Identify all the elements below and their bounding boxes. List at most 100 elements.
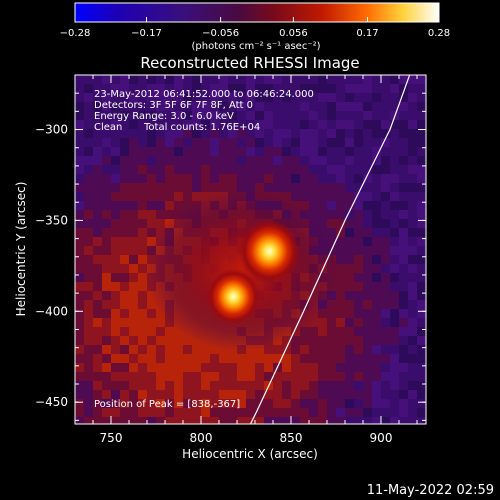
image-pixel [129, 192, 138, 201]
image-pixel [408, 300, 417, 309]
image-pixel [273, 138, 282, 147]
image-pixel [345, 120, 354, 129]
image-pixel [156, 318, 165, 327]
image-pixel [300, 75, 309, 84]
image-pixel [84, 399, 93, 408]
image-pixel [336, 417, 345, 424]
image-pixel [102, 147, 111, 156]
image-pixel [291, 183, 300, 192]
annotation-total-counts: Total counts: 1.76E+04 [143, 122, 260, 133]
image-pixel [219, 156, 228, 165]
image-pixel [120, 354, 129, 363]
image-pixel [246, 183, 255, 192]
image-pixel [327, 84, 336, 93]
image-pixel [129, 291, 138, 300]
image-pixel [102, 75, 111, 84]
image-pixel [93, 417, 102, 424]
image-pixel [102, 138, 111, 147]
image-pixel [309, 156, 318, 165]
image-pixel [183, 120, 192, 129]
image-pixel [318, 327, 327, 336]
image-pixel [129, 129, 138, 138]
image-pixel [408, 309, 417, 318]
image-pixel [129, 219, 138, 228]
image-pixel [120, 165, 129, 174]
image-pixel [309, 345, 318, 354]
image-pixel [174, 417, 183, 424]
image-pixel [120, 318, 129, 327]
image-pixel [336, 327, 345, 336]
image-pixel [93, 381, 102, 390]
image-pixel [246, 363, 255, 372]
image-pixel [264, 111, 273, 120]
image-pixel [408, 372, 417, 381]
image-pixel [165, 129, 174, 138]
image-pixel [75, 138, 84, 147]
image-pixel [129, 111, 138, 120]
x-axis-label: Heliocentric X (arcsec) [182, 447, 318, 461]
image-pixel [192, 129, 201, 138]
image-pixel [300, 174, 309, 183]
image-pixel [372, 327, 381, 336]
image-pixel [147, 345, 156, 354]
image-pixel [174, 156, 183, 165]
image-pixel [102, 282, 111, 291]
image-pixel [237, 147, 246, 156]
image-pixel [138, 75, 147, 84]
image-pixel [210, 84, 219, 93]
image-pixel [300, 372, 309, 381]
image-pixel [363, 273, 372, 282]
image-pixel [156, 354, 165, 363]
image-pixel [381, 129, 390, 138]
image-pixel [111, 264, 120, 273]
image-pixel [93, 345, 102, 354]
image-pixel [300, 363, 309, 372]
image-pixel [210, 174, 219, 183]
image-pixel [363, 219, 372, 228]
image-pixel [381, 336, 390, 345]
image-pixel [345, 93, 354, 102]
image-pixel [318, 156, 327, 165]
image-pixel [318, 363, 327, 372]
image-pixel [273, 120, 282, 129]
image-pixel [336, 300, 345, 309]
image-pixel [390, 138, 399, 147]
image-pixel [336, 237, 345, 246]
colorbar-tick-label: −0.056 [202, 28, 239, 39]
image-pixel [354, 219, 363, 228]
image-pixel [129, 102, 138, 111]
image-pixel [102, 93, 111, 102]
image-pixel [309, 138, 318, 147]
image-pixel [165, 399, 174, 408]
image-pixel [255, 165, 264, 174]
image-pixel [138, 228, 147, 237]
image-pixel [156, 120, 165, 129]
image-pixel [75, 210, 84, 219]
image-pixel [75, 93, 84, 102]
image-pixel [327, 291, 336, 300]
image-pixel [129, 147, 138, 156]
image-pixel [399, 345, 408, 354]
image-pixel [138, 183, 147, 192]
image-pixel [381, 237, 390, 246]
image-pixel [147, 309, 156, 318]
image-pixel [408, 138, 417, 147]
image-pixel [183, 408, 192, 417]
image-pixel [156, 219, 165, 228]
image-pixel [327, 192, 336, 201]
image-pixel [399, 246, 408, 255]
image-pixel [156, 129, 165, 138]
image-pixel [129, 264, 138, 273]
image-pixel [174, 336, 183, 345]
image-pixel [399, 111, 408, 120]
annotation-peak: Position of Peak = [838,-367] [94, 399, 240, 410]
image-pixel [264, 354, 273, 363]
image-pixel [120, 93, 129, 102]
image-pixel [102, 237, 111, 246]
image-pixel [282, 93, 291, 102]
image-pixel [219, 129, 228, 138]
image-pixel [363, 417, 372, 424]
image-pixel [363, 129, 372, 138]
image-pixel [165, 372, 174, 381]
image-pixel [354, 183, 363, 192]
